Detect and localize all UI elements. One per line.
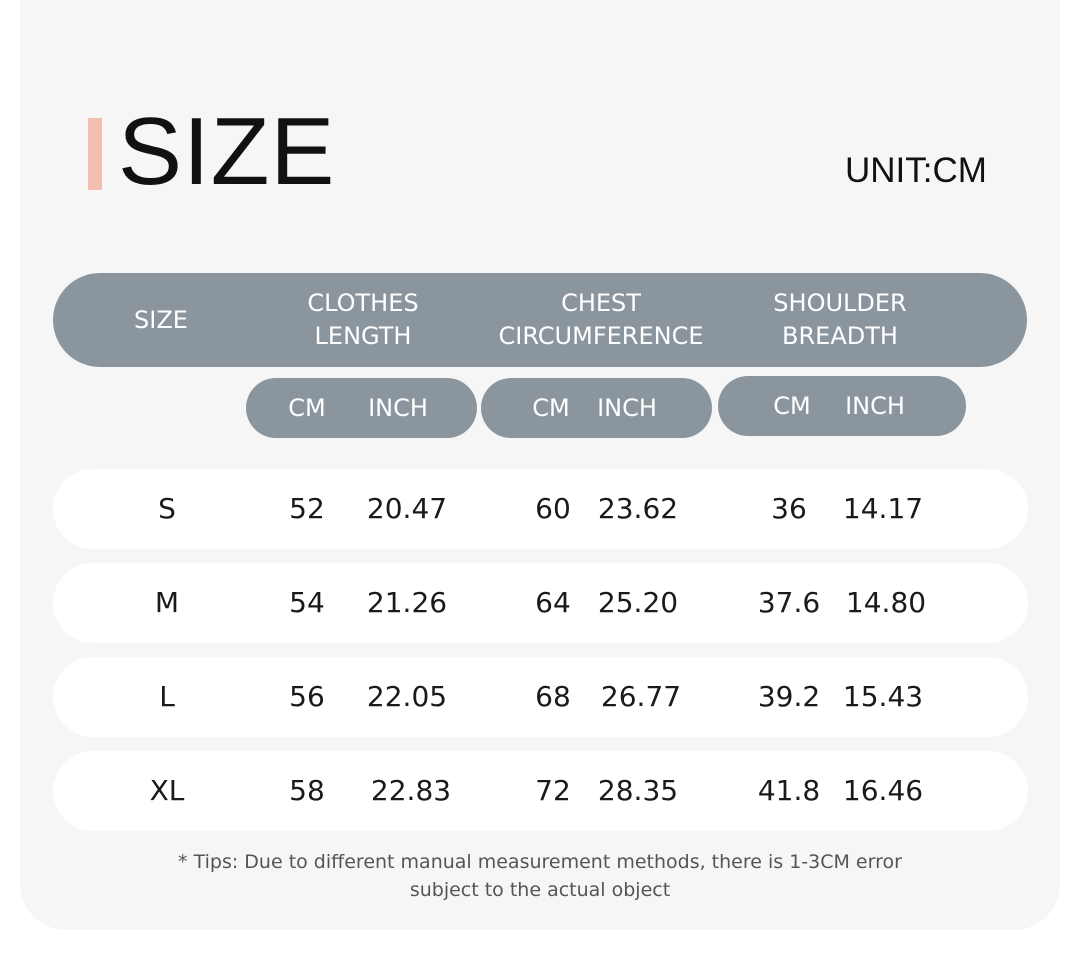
- subheader-chest: CM INCH: [481, 378, 712, 438]
- cell-length-cm: 58: [289, 774, 325, 807]
- cell-size: M: [154, 586, 180, 619]
- cell-chest-inch: 25.20: [597, 586, 679, 619]
- title-accent-bar: [88, 118, 102, 190]
- header-chest-line2: CIRCUMFERENCE: [498, 322, 704, 350]
- cell-length-inch: 21.26: [366, 586, 448, 619]
- cell-shoulder-cm: 36: [771, 492, 807, 525]
- header-size: SIZE: [111, 273, 211, 367]
- cell-size: L: [159, 680, 175, 713]
- header-clothes-length: CLOTHES LENGTH: [263, 273, 463, 367]
- tips-line-2: subject to the actual object: [409, 879, 671, 901]
- table-row: L 56 22.05 68 26.77 39.2 15.43: [53, 657, 1028, 737]
- subheader-cm-label: CM: [532, 394, 570, 422]
- header-clothes-length-line2: LENGTH: [314, 322, 412, 350]
- cell-length-inch: 20.47: [366, 492, 448, 525]
- cell-chest-inch: 26.77: [600, 680, 682, 713]
- table-header: SIZE CLOTHES LENGTH CHEST CIRCUMFERENCE …: [53, 273, 1027, 367]
- header-shoulder-line1: SHOULDER: [773, 289, 907, 317]
- measurement-tips: * Tips: Due to different manual measurem…: [140, 848, 940, 904]
- cell-chest-cm: 64: [535, 586, 571, 619]
- cell-length-inch: 22.05: [366, 680, 448, 713]
- cell-length-cm: 52: [289, 492, 325, 525]
- cell-chest-cm: 72: [535, 774, 571, 807]
- cell-chest-cm: 60: [535, 492, 571, 525]
- subheader-inch-label: INCH: [597, 394, 657, 422]
- subheader-cm-label: CM: [773, 392, 811, 420]
- page-title: SIZE: [118, 98, 336, 205]
- cell-chest-inch: 23.62: [597, 492, 679, 525]
- subheader-clothes-length: CM INCH: [246, 378, 477, 438]
- table-row: M 54 21.26 64 25.20 37.6 14.80: [53, 563, 1028, 643]
- tips-line-1: * Tips: Due to different manual measurem…: [178, 851, 902, 873]
- header-shoulder: SHOULDER BREADTH: [740, 273, 940, 367]
- table-row: XL 58 22.83 72 28.35 41.8 16.46: [53, 751, 1028, 831]
- cell-shoulder-inch: 15.43: [842, 680, 924, 713]
- header-chest-line1: CHEST: [561, 289, 641, 317]
- cell-shoulder-inch: 14.17: [842, 492, 924, 525]
- cell-chest-cm: 68: [535, 680, 571, 713]
- cell-shoulder-cm: 41.8: [757, 774, 821, 807]
- cell-length-cm: 54: [289, 586, 325, 619]
- table-row: S 52 20.47 60 23.62 36 14.17: [53, 469, 1028, 549]
- cell-chest-inch: 28.35: [597, 774, 679, 807]
- header-clothes-length-line1: CLOTHES: [307, 289, 419, 317]
- cell-shoulder-inch: 14.80: [845, 586, 927, 619]
- cell-shoulder-inch: 16.46: [842, 774, 924, 807]
- header-size-label: SIZE: [134, 305, 188, 334]
- cell-length-inch: 22.83: [370, 774, 452, 807]
- cell-size: XL: [149, 774, 185, 807]
- cell-size: S: [158, 492, 176, 525]
- unit-label: UNIT:CM: [845, 151, 987, 190]
- cell-shoulder-cm: 37.6: [757, 586, 821, 619]
- subheader-shoulder: CM INCH: [718, 376, 966, 436]
- cell-shoulder-cm: 39.2: [757, 680, 821, 713]
- subheader-inch-label: INCH: [368, 394, 428, 422]
- header-shoulder-line2: BREADTH: [782, 322, 898, 350]
- cell-length-cm: 56: [289, 680, 325, 713]
- subheader-inch-label: INCH: [845, 392, 905, 420]
- subheader-cm-label: CM: [288, 394, 326, 422]
- header-chest: CHEST CIRCUMFERENCE: [481, 273, 721, 367]
